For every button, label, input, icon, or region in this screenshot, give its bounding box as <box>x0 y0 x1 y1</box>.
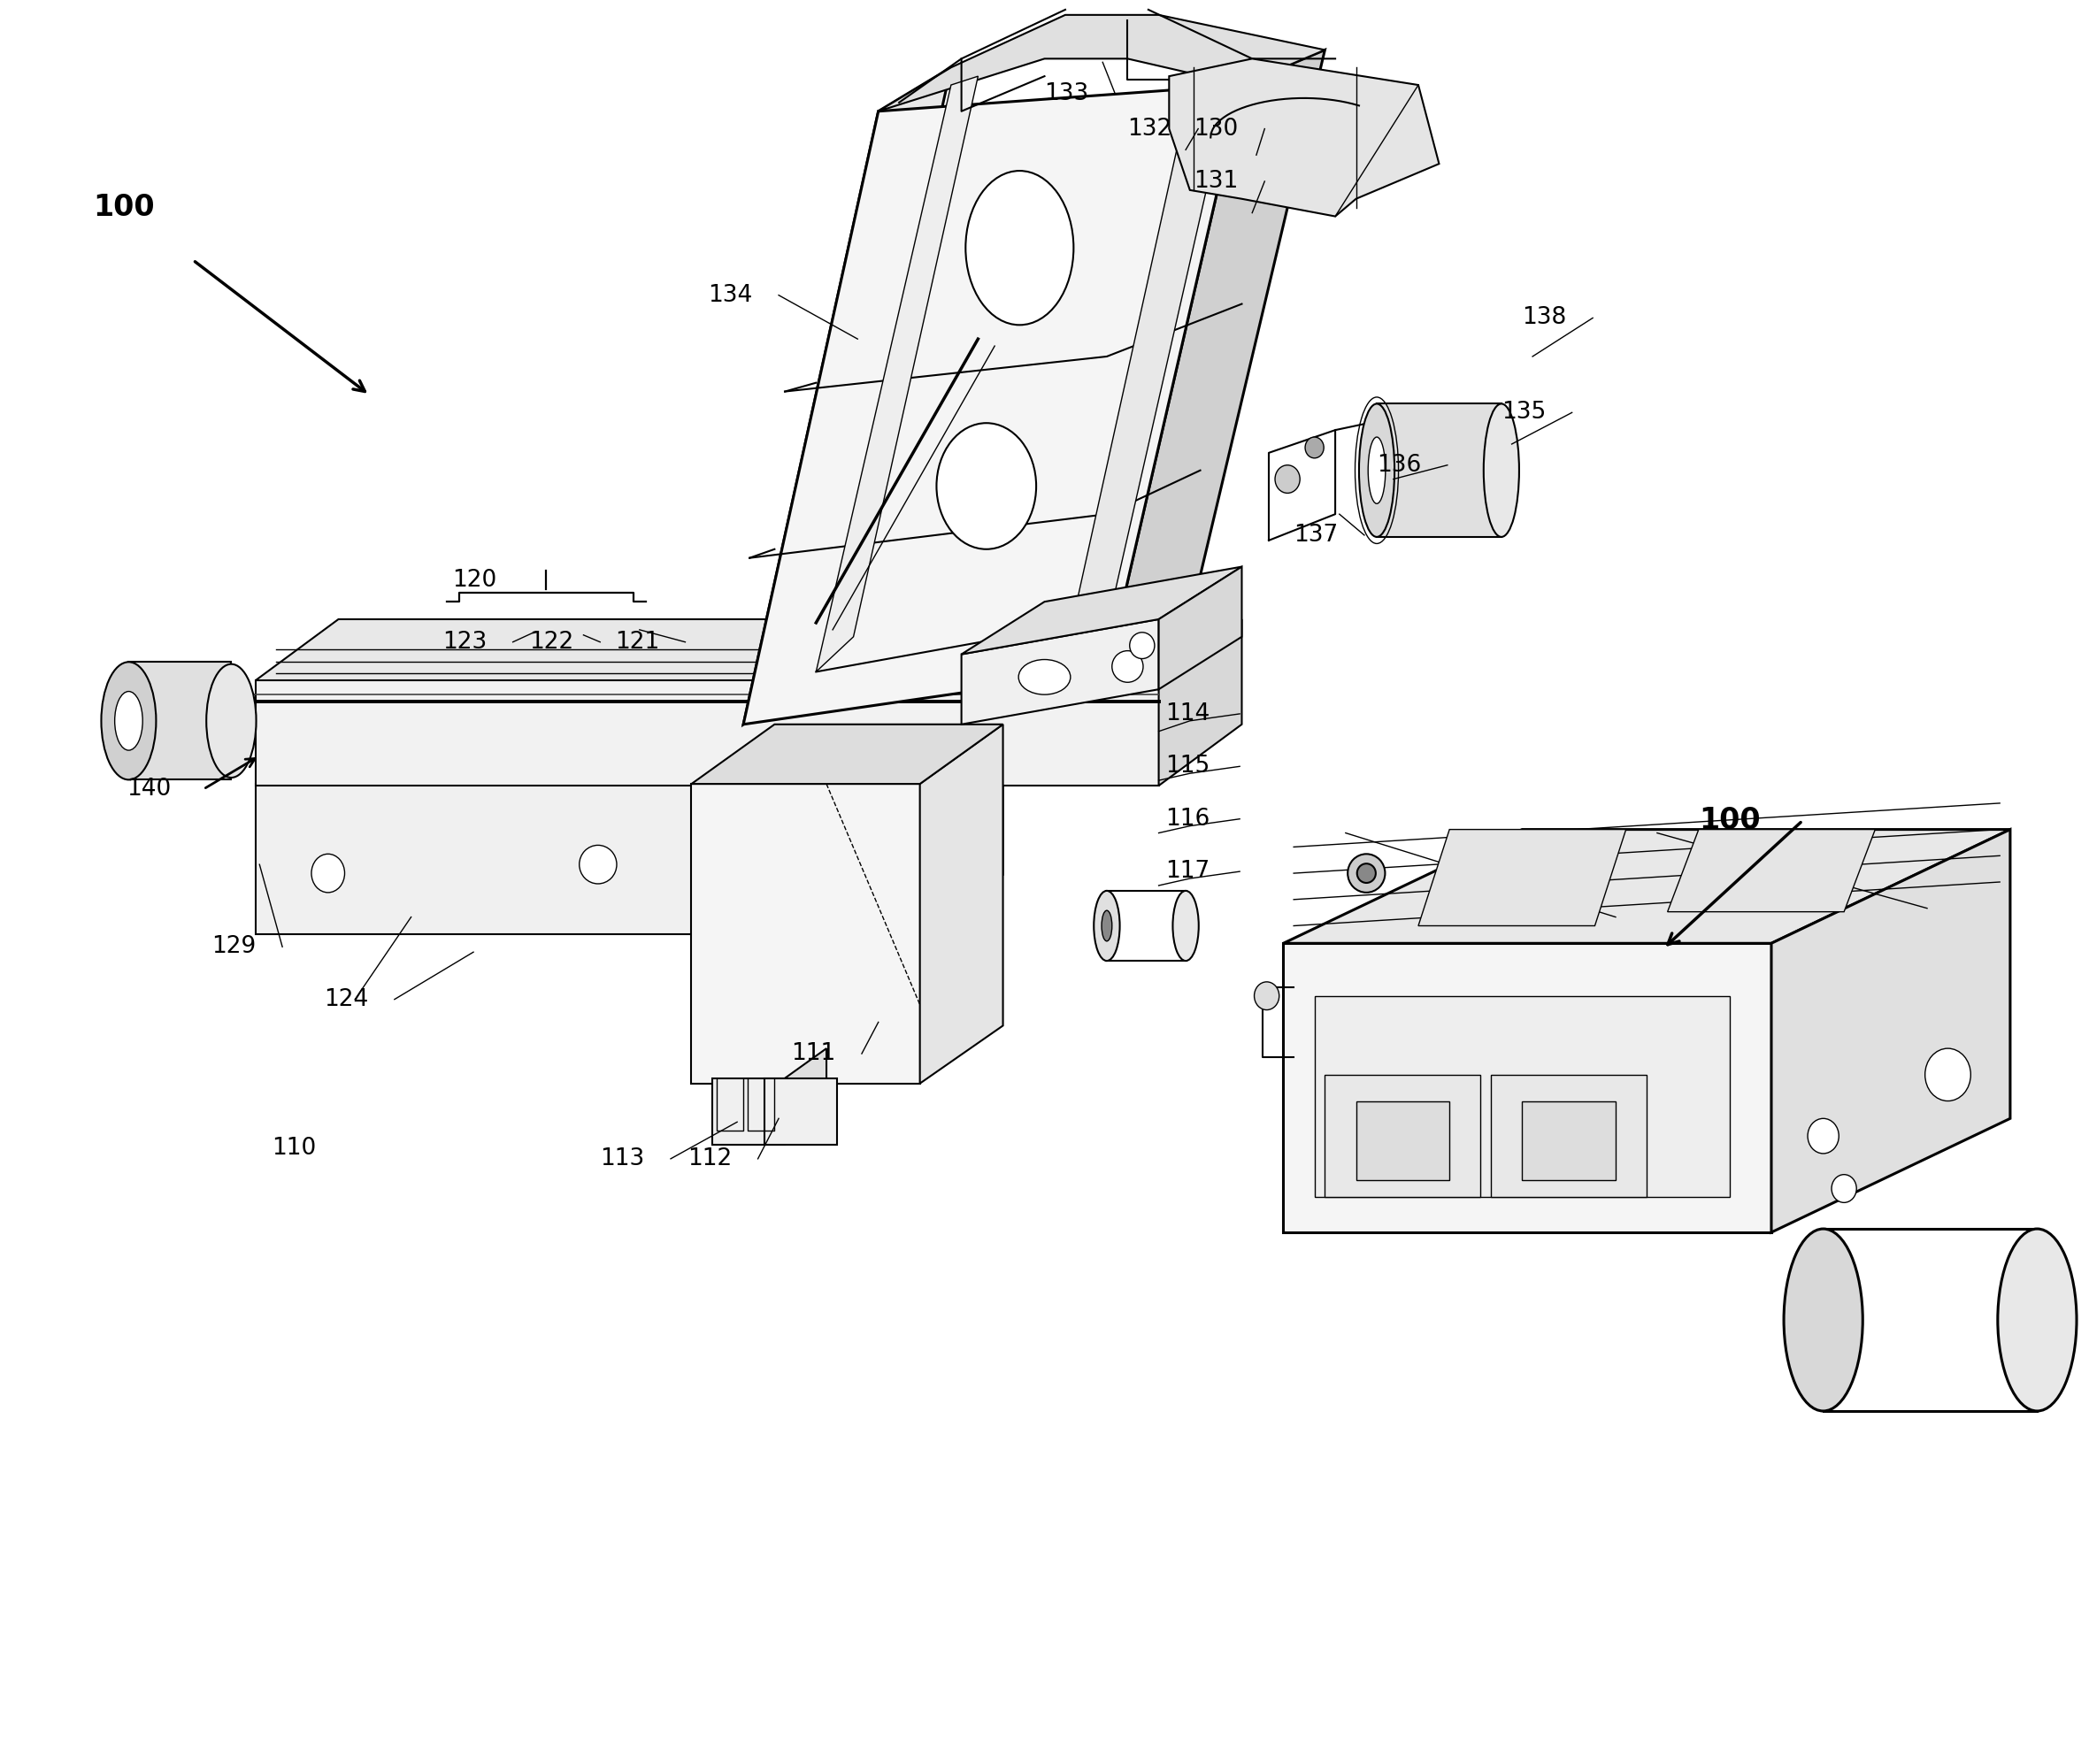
Ellipse shape <box>1306 437 1324 459</box>
Text: 100: 100 <box>1698 806 1761 836</box>
Ellipse shape <box>1347 854 1385 893</box>
Ellipse shape <box>1095 891 1120 961</box>
Polygon shape <box>877 14 1324 111</box>
Polygon shape <box>961 566 1241 654</box>
Ellipse shape <box>1997 1230 2076 1411</box>
Polygon shape <box>744 67 950 725</box>
Ellipse shape <box>1101 910 1111 942</box>
Text: 129: 129 <box>211 935 257 958</box>
Polygon shape <box>255 619 1241 681</box>
Text: 111: 111 <box>792 1043 836 1065</box>
Text: 134: 134 <box>708 284 752 307</box>
Polygon shape <box>765 1078 838 1145</box>
Text: 138: 138 <box>1523 307 1567 330</box>
Polygon shape <box>1771 829 2010 1233</box>
Polygon shape <box>691 783 919 1083</box>
Text: 115: 115 <box>1166 755 1210 778</box>
Ellipse shape <box>115 691 142 750</box>
Ellipse shape <box>207 663 257 778</box>
Ellipse shape <box>1832 1175 1857 1203</box>
Ellipse shape <box>1926 1048 1970 1101</box>
Text: 123: 123 <box>443 630 487 653</box>
Text: 110: 110 <box>272 1136 315 1159</box>
Ellipse shape <box>1784 1230 1863 1411</box>
Ellipse shape <box>1360 404 1395 536</box>
Ellipse shape <box>1483 404 1519 536</box>
Ellipse shape <box>1807 1118 1838 1154</box>
Polygon shape <box>1107 49 1324 672</box>
Ellipse shape <box>311 854 345 893</box>
Text: 131: 131 <box>1195 169 1239 192</box>
Polygon shape <box>255 725 1003 783</box>
Text: 137: 137 <box>1293 524 1339 547</box>
Text: 124: 124 <box>324 988 368 1011</box>
Polygon shape <box>1170 58 1439 217</box>
Ellipse shape <box>100 662 157 780</box>
Polygon shape <box>1667 829 1876 912</box>
Text: 112: 112 <box>687 1147 731 1170</box>
Text: 130: 130 <box>1195 116 1239 141</box>
Polygon shape <box>1065 79 1230 654</box>
Polygon shape <box>1492 1074 1646 1198</box>
Polygon shape <box>1283 829 2010 944</box>
Polygon shape <box>1324 1074 1481 1198</box>
Polygon shape <box>919 725 1003 1083</box>
Polygon shape <box>961 619 1159 725</box>
Polygon shape <box>919 725 1003 935</box>
Ellipse shape <box>831 859 865 894</box>
Polygon shape <box>1283 944 1771 1233</box>
Polygon shape <box>785 1048 827 1145</box>
Polygon shape <box>130 662 232 780</box>
Ellipse shape <box>579 845 616 884</box>
Text: 140: 140 <box>127 778 171 801</box>
Ellipse shape <box>965 171 1074 325</box>
Text: 116: 116 <box>1166 808 1210 831</box>
Text: 135: 135 <box>1502 400 1546 423</box>
Text: 136: 136 <box>1377 453 1421 476</box>
Polygon shape <box>691 725 1003 783</box>
Text: 121: 121 <box>614 630 660 653</box>
Text: 120: 120 <box>453 570 497 593</box>
Ellipse shape <box>1111 651 1143 683</box>
Polygon shape <box>817 76 978 672</box>
Ellipse shape <box>1130 632 1155 658</box>
Polygon shape <box>1523 1101 1615 1180</box>
Polygon shape <box>1356 1101 1450 1180</box>
Polygon shape <box>255 783 919 935</box>
Text: 100: 100 <box>94 192 155 222</box>
Text: 113: 113 <box>600 1147 646 1170</box>
Ellipse shape <box>936 423 1036 549</box>
Polygon shape <box>744 85 1241 725</box>
Ellipse shape <box>1019 660 1070 695</box>
Polygon shape <box>712 1078 785 1145</box>
Ellipse shape <box>1274 466 1299 494</box>
Text: 133: 133 <box>1044 83 1088 106</box>
Ellipse shape <box>1358 864 1377 882</box>
Polygon shape <box>1159 619 1241 785</box>
Text: 117: 117 <box>1166 861 1210 884</box>
Polygon shape <box>1377 404 1502 536</box>
Ellipse shape <box>1368 437 1385 505</box>
Text: 122: 122 <box>529 630 574 653</box>
Ellipse shape <box>1253 983 1278 1009</box>
Polygon shape <box>1418 829 1625 926</box>
Text: 114: 114 <box>1166 702 1210 725</box>
Ellipse shape <box>1172 891 1199 961</box>
Text: 132: 132 <box>1128 116 1172 141</box>
Polygon shape <box>1314 997 1730 1198</box>
Polygon shape <box>1159 566 1241 690</box>
Polygon shape <box>255 681 1159 785</box>
